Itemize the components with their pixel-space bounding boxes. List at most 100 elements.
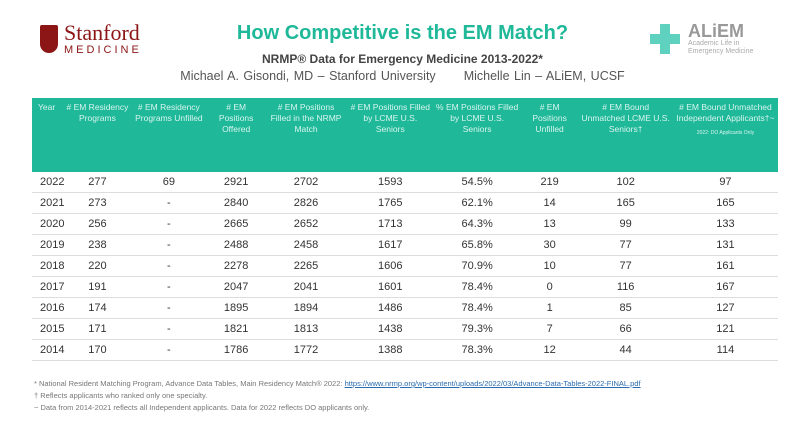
column-header: # EM Bound Unmatched LCME U.S. Seniors†	[578, 98, 673, 172]
table-cell: 2840	[207, 192, 265, 214]
aliem-sub-1: Academic Life in	[688, 40, 740, 47]
table-cell: 77	[578, 255, 673, 277]
table-row: 2021 273-2840 2826 1765 62.1% 14 165 165	[32, 192, 778, 214]
table-cell: 127	[672, 297, 778, 319]
table-cell: -	[130, 234, 208, 256]
table-cell: 256	[64, 213, 131, 235]
match-data-table: Year # EM Residency Programs # EM Residenc…	[32, 98, 778, 361]
table-cell: 2652	[264, 213, 348, 235]
table-cell: 1895	[207, 297, 265, 319]
stanford-name: Stanford	[64, 20, 140, 45]
table-cell: 131	[672, 234, 778, 256]
table-cell: 1601	[347, 276, 434, 298]
table-cell: 273	[64, 192, 131, 214]
table-cell: 44	[578, 339, 673, 361]
table-cell: 165	[672, 192, 778, 214]
subtitle: NRMP® Data for Emergency Medicine 2013-2…	[262, 52, 543, 66]
column-header: # EM Residency Programs	[64, 98, 131, 172]
table-cell: 1765	[347, 192, 434, 214]
aliem-logo: ALiEM Academic Life in Emergency Medicin…	[650, 22, 753, 56]
table-cell: 219	[520, 172, 579, 193]
table-cell: 2826	[264, 192, 348, 214]
aliem-name: ALiEM	[688, 21, 744, 41]
column-header: # EM Positions Offered	[207, 98, 265, 172]
table-cell: 2022	[32, 172, 65, 193]
column-header-label: # EM Positions Filled by LCME U.S. Senio…	[350, 102, 430, 134]
column-header-label: # EM Residency Programs Unfilled	[135, 102, 203, 123]
table-cell: 121	[672, 318, 778, 340]
table-cell: 102	[578, 172, 673, 193]
column-header-label: # EM Positions Filled in the NRMP Match	[270, 102, 342, 134]
table-cell: 2458	[264, 234, 348, 256]
table-cell: 1438	[347, 318, 434, 340]
table-cell: 2702	[264, 172, 348, 193]
table-cell: 10	[520, 255, 579, 277]
column-header-label: # EM Positions Offered	[218, 102, 254, 134]
table-cell: 1813	[264, 318, 348, 340]
table-cell: 2015	[32, 318, 65, 340]
column-header: # EM Bound Unmatched Independent Applica…	[672, 98, 778, 172]
table-cell: 66	[578, 318, 673, 340]
table-cell: 2017	[32, 276, 65, 298]
aliem-sub-2: Emergency Medicine	[688, 48, 754, 55]
table-cell: 238	[64, 234, 131, 256]
table-cell: 30	[520, 234, 579, 256]
table-row: 2017 191-2047 2041 1601 78.4% 0 116 167	[32, 276, 778, 298]
table-cell: -	[130, 339, 208, 361]
medical-cross-icon	[650, 24, 680, 54]
table-cell: 2016	[32, 297, 65, 319]
table-cell: 97	[672, 172, 778, 193]
table-cell: -	[130, 255, 208, 277]
table-cell: 1821	[207, 318, 265, 340]
table-cell: 2014	[32, 339, 65, 361]
table-cell: 0	[520, 276, 579, 298]
table-cell: 62.1%	[433, 192, 521, 214]
table-cell: 69	[130, 172, 208, 193]
table-cell: 64.3%	[433, 213, 521, 235]
table-cell: -	[130, 192, 208, 214]
table-cell: 7	[520, 318, 579, 340]
table-cell: -	[130, 213, 208, 235]
column-header: Year	[32, 98, 65, 172]
table-cell: 220	[64, 255, 131, 277]
table-cell: 1786	[207, 339, 265, 361]
footnote-1: * National Resident Matching Program, Ad…	[34, 379, 343, 388]
nrmp-link[interactable]: https://www.nrmp.org/wp-content/uploads/…	[344, 379, 641, 388]
table-cell: -	[130, 276, 208, 298]
table-cell: 70.9%	[433, 255, 521, 277]
column-header-label: # EM Residency Programs	[66, 102, 129, 123]
column-header: # EM Positions Filled by LCME U.S. Senio…	[347, 98, 434, 172]
authors: Michael A. Gisondi, MD – Stanford Univer…	[0, 69, 805, 83]
column-header: # EM Positions Filled in the NRMP Match	[264, 98, 348, 172]
column-header: # EM Residency Programs Unfilled	[130, 98, 208, 172]
table-cell: 77	[578, 234, 673, 256]
stanford-logo: Stanford MEDICINE	[40, 22, 142, 56]
table-cell: 1713	[347, 213, 434, 235]
table-cell: 1593	[347, 172, 434, 193]
table-cell: 2021	[32, 192, 65, 214]
table-cell: 14	[520, 192, 579, 214]
table-cell: 174	[64, 297, 131, 319]
column-header: # EM Positions Unfilled	[520, 98, 579, 172]
table-cell: 78.4%	[433, 276, 521, 298]
stanford-sub: MEDICINE	[64, 44, 142, 56]
table-row: 2019 238-2488 2458 1617 65.8% 30 77 131	[32, 234, 778, 256]
table-cell: 12	[520, 339, 579, 361]
column-header-label: # EM Bound Unmatched LCME U.S. Seniors†	[581, 102, 670, 134]
table-cell: 85	[578, 297, 673, 319]
table-cell: 2921	[207, 172, 265, 193]
stanford-shield-icon	[40, 25, 58, 53]
table-cell: 1486	[347, 297, 434, 319]
table-cell: 165	[578, 192, 673, 214]
table-cell: -	[130, 318, 208, 340]
table-cell: 2488	[207, 234, 265, 256]
column-header-label: Year	[38, 102, 56, 112]
table-cell: 1617	[347, 234, 434, 256]
table-cell: 1894	[264, 297, 348, 319]
table-cell: 2019	[32, 234, 65, 256]
table-cell: 1388	[347, 339, 434, 361]
table-row: 2015 171-1821 1813 1438 79.3% 7 66 121	[32, 318, 778, 340]
table-cell: 2278	[207, 255, 265, 277]
table-cell: 1	[520, 297, 579, 319]
table-row: 2022 277 69 2921 2702 1593 54.5% 219 102 97	[32, 172, 778, 193]
